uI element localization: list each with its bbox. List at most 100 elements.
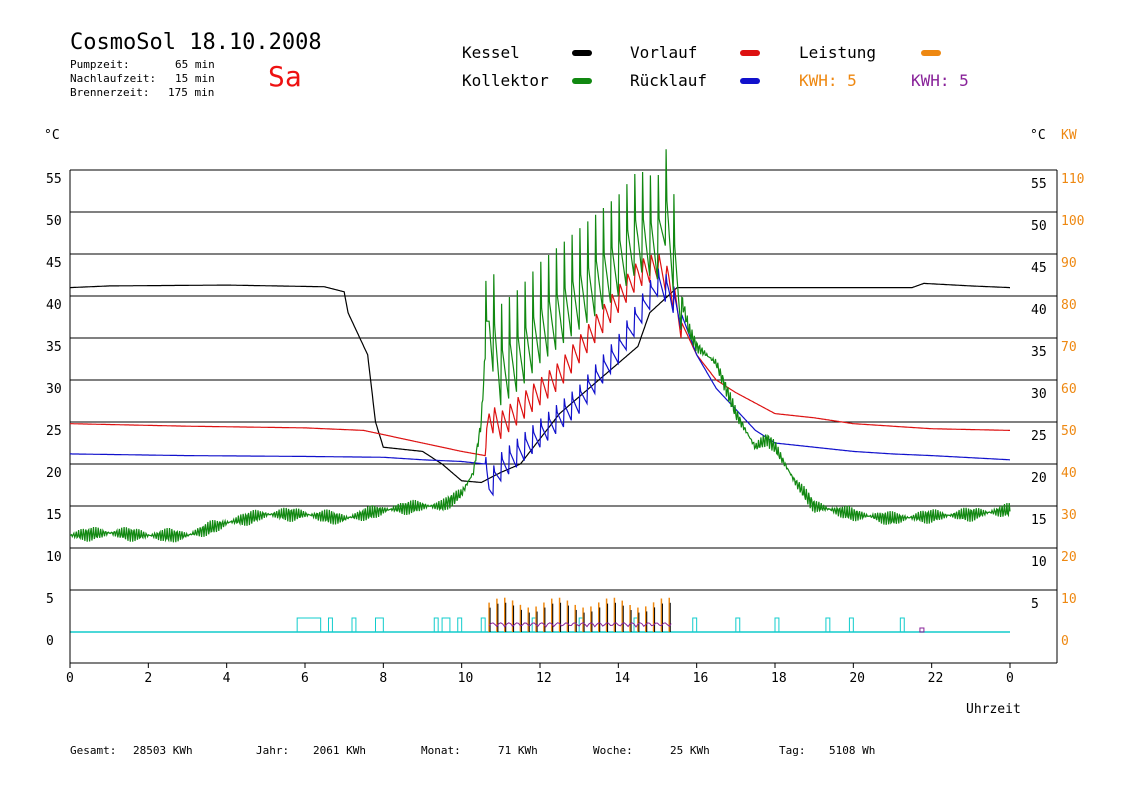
info-brennerzeit-label: Brennerzeit: — [70, 86, 150, 99]
right-c-tick-label: 35 — [1031, 345, 1047, 360]
x-tick-label: 22 — [928, 671, 944, 686]
x-tick-label: 8 — [379, 671, 387, 686]
weekday-label: Sa — [268, 60, 302, 93]
left-tick-label: 10 — [46, 550, 62, 565]
right-kw-tick-label: 50 — [1061, 424, 1077, 439]
footer-monat-value: 71 KWh — [498, 744, 538, 757]
right-c-tick-label: 20 — [1031, 471, 1047, 486]
legend-kwh-purple: KWH: 5 — [911, 71, 969, 90]
pump-state-marker — [848, 617, 854, 633]
right-kw-tick-label: 70 — [1061, 340, 1077, 355]
left-tick-label: 5 — [46, 592, 54, 607]
x-tick-label: 10 — [458, 671, 474, 686]
right-axis-unit-c: °C — [1030, 128, 1046, 143]
left-tick-label: 0 — [46, 634, 54, 649]
pump-state-marker — [735, 617, 741, 633]
left-tick-label: 30 — [46, 382, 62, 397]
x-tick-label: 14 — [614, 671, 630, 686]
footer-woche-label: Woche: — [593, 744, 633, 757]
footer-jahr-label: Jahr: — [256, 744, 290, 757]
info-pumpzeit-value: 65 min — [175, 58, 215, 71]
right-c-tick-label: 15 — [1031, 513, 1047, 528]
pump-state-marker — [433, 617, 439, 633]
info-nachlaufzeit-label: Nachlaufzeit: — [70, 72, 157, 85]
right-c-tick-label: 50 — [1031, 219, 1047, 234]
pump-state-marker — [774, 617, 780, 633]
right-kw-tick-label: 30 — [1061, 508, 1077, 523]
right-kw-tick-label: 100 — [1061, 214, 1084, 229]
left-tick-label: 40 — [46, 298, 62, 313]
x-tick-label: 0 — [1006, 671, 1014, 686]
left-tick-label: 50 — [46, 214, 62, 229]
left-tick-label: 35 — [46, 340, 62, 355]
kwh-purple-trace — [488, 622, 672, 628]
x-tick-label: 4 — [223, 671, 231, 686]
left-tick-label: 15 — [46, 508, 62, 523]
legend-kollektor-swatch — [572, 78, 592, 84]
series-line-vorlauf — [70, 254, 1010, 457]
pump-state-marker — [457, 617, 463, 633]
legend-kessel-swatch — [572, 50, 592, 56]
right-c-tick-label: 30 — [1031, 387, 1047, 402]
right-kw-tick-label: 60 — [1061, 382, 1077, 397]
right-c-tick-label: 40 — [1031, 303, 1047, 318]
right-c-tick-label: 5 — [1031, 597, 1039, 612]
legend-kessel-label: Kessel — [462, 43, 520, 62]
footer-gesamt-label: Gesamt: — [70, 744, 117, 757]
pump-state-marker — [351, 617, 357, 633]
right-kw-tick-label: 110 — [1061, 172, 1084, 187]
pump-state-marker — [296, 617, 322, 633]
pump-state-marker — [825, 617, 831, 633]
footer-jahr-value: 2061 KWh — [313, 744, 366, 757]
series-line-ruecklauf — [70, 268, 1010, 497]
right-c-tick-label: 10 — [1031, 555, 1047, 570]
pump-state-marker — [375, 617, 384, 633]
right-kw-tick-label: 40 — [1061, 466, 1077, 481]
series-line-kollektor — [69, 149, 1011, 543]
x-tick-label: 6 — [301, 671, 309, 686]
kwh-purple-marker — [919, 627, 925, 633]
pump-state-marker — [899, 617, 905, 633]
x-tick-label: 18 — [771, 671, 787, 686]
right-kw-tick-label: 0 — [1061, 634, 1069, 649]
info-nachlaufzeit-value: 15 min — [175, 72, 215, 85]
footer-monat-label: Monat: — [421, 744, 461, 757]
right-c-tick-label: 55 — [1031, 177, 1047, 192]
right-kw-tick-label: 20 — [1061, 550, 1077, 565]
x-tick-label: 16 — [693, 671, 709, 686]
chart-title: CosmoSol 18.10.2008 — [70, 30, 322, 55]
legend-leistung-label: Leistung — [799, 43, 877, 62]
right-axis-unit-kw: KW — [1061, 128, 1077, 143]
info-pumpzeit-label: Pumpzeit: — [70, 58, 130, 71]
pump-state-marker — [328, 617, 333, 633]
right-kw-tick-label: 80 — [1061, 298, 1077, 313]
legend-kwh-orange: KWH: 5 — [799, 71, 857, 90]
pump-state-marker — [480, 617, 486, 633]
footer-gesamt-value: 28503 KWh — [133, 744, 193, 757]
right-kw-tick-label: 90 — [1061, 256, 1077, 271]
left-tick-label: 45 — [46, 256, 62, 271]
pump-state-marker — [441, 617, 451, 633]
left-tick-label: 55 — [46, 172, 62, 187]
legend-leistung-swatch — [921, 50, 941, 56]
x-tick-label: 2 — [144, 671, 152, 686]
x-axis-label: Uhrzeit — [966, 702, 1021, 717]
legend-kollektor-label: Kollektor — [462, 71, 549, 90]
legend-ruecklauf-label: Rücklauf — [630, 71, 708, 90]
right-c-tick-label: 25 — [1031, 429, 1047, 444]
left-tick-label: 20 — [46, 466, 62, 481]
left-tick-label: 25 — [46, 424, 62, 439]
legend-vorlauf-swatch — [740, 50, 760, 56]
info-brennerzeit-value: 175 min — [168, 86, 215, 99]
footer-woche-value: 25 KWh — [670, 744, 710, 757]
pump-state-marker — [692, 617, 698, 633]
x-tick-label: 20 — [849, 671, 865, 686]
right-kw-tick-label: 10 — [1061, 592, 1077, 607]
left-axis-unit: °C — [44, 128, 60, 143]
legend-vorlauf-label: Vorlauf — [630, 43, 698, 62]
x-tick-label: 0 — [66, 671, 74, 686]
x-tick-label: 12 — [536, 671, 552, 686]
right-c-tick-label: 45 — [1031, 261, 1047, 276]
footer-tag-value: 5108 Wh — [829, 744, 876, 757]
